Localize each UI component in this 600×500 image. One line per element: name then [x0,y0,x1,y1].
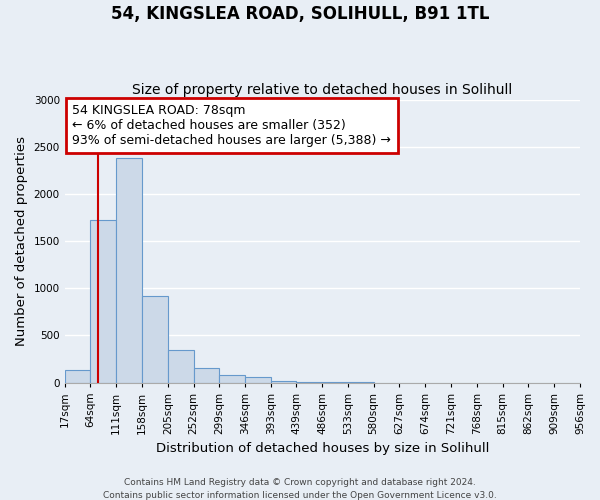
Bar [142,296,168,382]
Text: 54 KINGSLEA ROAD: 78sqm
← 6% of detached houses are smaller (352)
93% of semi-de: 54 KINGSLEA ROAD: 78sqm ← 6% of detached… [73,104,391,147]
Bar [271,380,296,382]
Bar [91,220,116,382]
Bar [220,375,245,382]
Text: 54, KINGSLEA ROAD, SOLIHULL, B91 1TL: 54, KINGSLEA ROAD, SOLIHULL, B91 1TL [111,5,489,23]
Bar [168,350,194,382]
Title: Size of property relative to detached houses in Solihull: Size of property relative to detached ho… [132,83,512,97]
Y-axis label: Number of detached properties: Number of detached properties [15,136,28,346]
Bar [194,368,220,382]
Bar [245,378,271,382]
Bar [65,370,91,382]
Text: Contains HM Land Registry data © Crown copyright and database right 2024.
Contai: Contains HM Land Registry data © Crown c… [103,478,497,500]
X-axis label: Distribution of detached houses by size in Solihull: Distribution of detached houses by size … [155,442,489,455]
Bar [116,158,142,382]
